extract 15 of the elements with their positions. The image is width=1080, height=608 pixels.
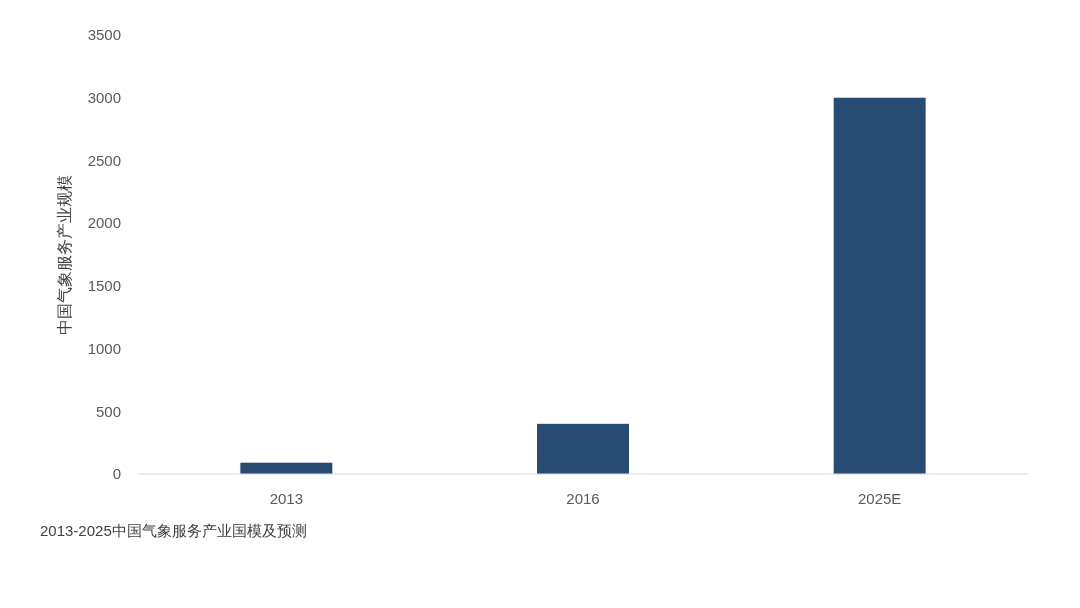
y-tick-label: 500 <box>95 402 121 420</box>
y-tick-label: 1500 <box>87 277 121 295</box>
y-tick-label: 3500 <box>87 26 121 44</box>
text: 2013-2025中国气象服务产业国模及预测 <box>40 522 307 539</box>
y-axis-title: 中国气象服务产业规模 <box>56 174 73 335</box>
x-tick-label: 2025E <box>857 490 902 507</box>
y-tick-label: 1000 <box>87 339 121 357</box>
bar <box>537 423 629 474</box>
y-tick-label: 3000 <box>87 88 121 106</box>
y-tick-label: 0 <box>112 465 121 483</box>
x-tick-label: 2013 <box>269 490 304 507</box>
y-tick-label: 2500 <box>87 151 121 169</box>
y-tick-label: 2000 <box>87 214 121 232</box>
x-tick-label: 2016 <box>566 490 600 507</box>
bar <box>833 97 926 474</box>
